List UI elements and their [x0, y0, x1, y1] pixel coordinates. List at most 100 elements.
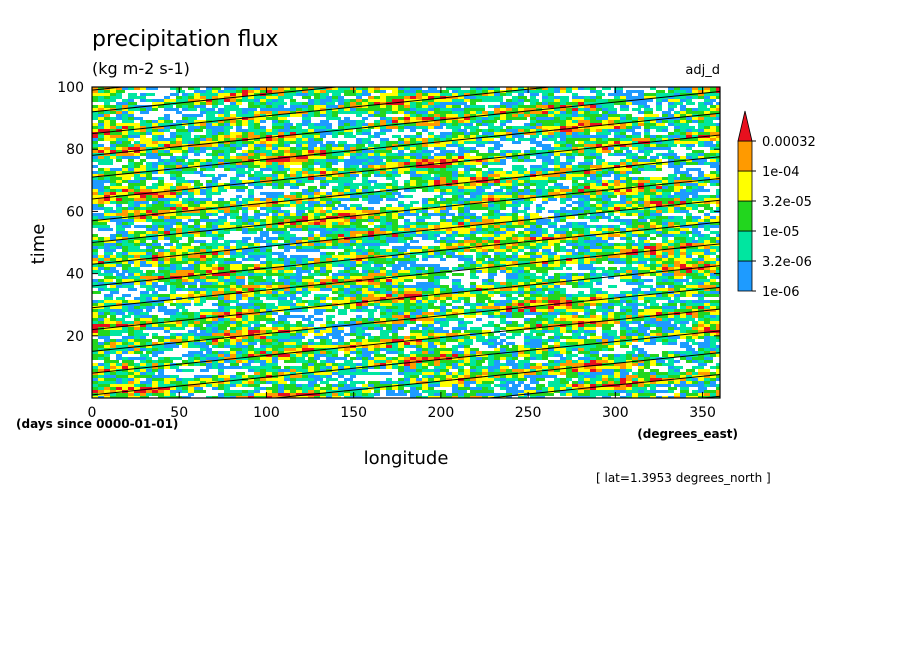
field-cell	[224, 204, 233, 207]
field-cell	[650, 237, 656, 240]
field-cell	[524, 219, 530, 222]
field-cell	[566, 111, 575, 114]
field-cell	[200, 192, 209, 195]
field-cell	[548, 114, 554, 117]
field-cell	[602, 87, 611, 90]
field-cell	[638, 183, 647, 186]
field-cell	[266, 141, 272, 144]
field-cell	[170, 228, 179, 231]
field-cell	[188, 114, 197, 117]
field-cell	[338, 231, 347, 234]
field-cell	[140, 255, 146, 258]
field-cell	[476, 99, 485, 102]
field-cell	[104, 114, 110, 117]
field-cell	[194, 153, 200, 156]
field-cell	[440, 219, 449, 222]
field-cell	[518, 99, 524, 102]
field-cell	[254, 240, 263, 243]
field-cell	[350, 123, 356, 126]
field-cell	[158, 123, 167, 126]
field-cell	[248, 87, 254, 90]
field-cell	[146, 258, 155, 261]
field-cell	[596, 147, 605, 150]
field-cell	[680, 99, 689, 102]
field-cell	[248, 195, 254, 198]
field-cell	[644, 162, 650, 165]
field-cell	[332, 156, 341, 159]
field-cell	[290, 87, 299, 90]
field-cell	[668, 159, 677, 162]
field-cell	[368, 222, 374, 225]
field-cell	[152, 105, 158, 108]
field-cell	[134, 219, 140, 222]
field-cell	[272, 228, 278, 231]
field-cell	[158, 210, 167, 213]
field-cell	[272, 123, 278, 126]
field-cell	[680, 138, 686, 141]
field-cell	[386, 159, 395, 162]
field-cell	[248, 108, 257, 111]
field-cell	[344, 87, 350, 90]
field-cell	[188, 192, 197, 195]
field-cell	[704, 174, 713, 177]
field-cell	[296, 195, 302, 198]
field-cell	[272, 102, 278, 105]
field-cell	[440, 186, 446, 189]
field-cell	[170, 252, 176, 255]
field-cell	[398, 99, 407, 102]
field-cell	[440, 198, 446, 201]
field-cell	[536, 150, 542, 153]
field-cell	[536, 240, 542, 243]
field-cell	[368, 240, 377, 243]
field-cell	[128, 249, 134, 252]
field-cell	[284, 141, 293, 144]
field-cell	[212, 117, 221, 120]
field-cell	[578, 198, 584, 201]
field-cell	[662, 99, 671, 102]
field-cell	[284, 111, 290, 114]
field-cell	[188, 237, 194, 240]
field-cell	[578, 183, 587, 186]
field-cell	[194, 90, 203, 93]
field-cell	[548, 147, 554, 150]
field-cell	[422, 105, 431, 108]
field-cell	[608, 153, 617, 156]
field-cell	[218, 102, 224, 105]
field-cell	[134, 255, 143, 258]
field-cell	[464, 219, 470, 222]
field-cell	[218, 96, 224, 99]
field-cell	[122, 219, 128, 222]
field-cell	[626, 159, 635, 162]
field-cell	[518, 156, 524, 159]
field-cell	[386, 225, 395, 228]
field-cell	[626, 231, 635, 234]
field-cell	[152, 99, 158, 102]
field-cell	[122, 252, 128, 255]
field-cell	[320, 216, 326, 219]
field-cell	[356, 249, 362, 252]
field-cell	[554, 162, 560, 165]
field-cell	[494, 201, 503, 204]
field-cell	[458, 141, 467, 144]
field-cell	[542, 126, 551, 129]
field-cell	[512, 135, 518, 138]
field-cell	[116, 207, 122, 210]
field-cell	[608, 171, 617, 174]
field-cell	[608, 219, 614, 222]
field-cell	[188, 252, 194, 255]
field-cell	[590, 108, 599, 111]
field-cell	[644, 183, 650, 186]
field-cell	[572, 138, 581, 141]
field-cell	[374, 192, 380, 195]
field-cell	[686, 138, 695, 141]
field-cell	[416, 87, 422, 90]
field-cell	[494, 96, 503, 99]
field-cell	[602, 138, 608, 141]
field-cell	[650, 180, 659, 183]
field-cell	[656, 129, 662, 132]
field-cell	[404, 255, 413, 258]
field-cell	[392, 135, 401, 138]
field-cell	[140, 183, 146, 186]
field-cell	[650, 246, 659, 249]
field-cell	[662, 189, 671, 192]
